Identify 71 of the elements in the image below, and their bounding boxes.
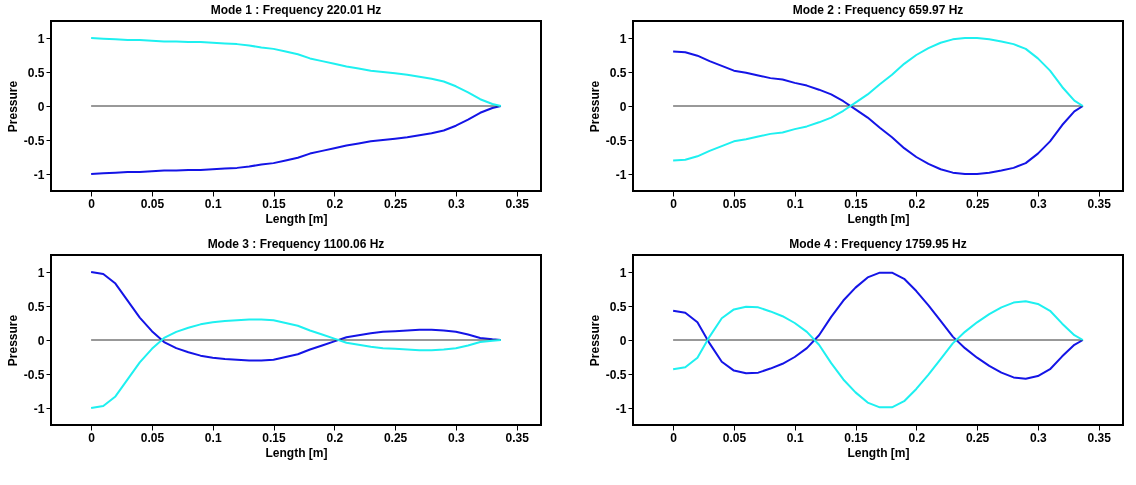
y-axis-title: Pressure — [587, 80, 602, 133]
x-tick-label: 0.2 — [908, 196, 926, 211]
x-tick-label: 0.25 — [383, 430, 408, 445]
y-tick-label: 0.5 — [27, 65, 45, 80]
y-tick-label: 0.5 — [27, 299, 45, 314]
x-tick-label: 0.35 — [505, 196, 530, 211]
x-tick-label: 0.25 — [965, 196, 990, 211]
x-tick-label: 0.3 — [448, 430, 466, 445]
y-tick-label: 0 — [619, 99, 627, 114]
x-tick-label: 0.15 — [844, 196, 869, 211]
x-tick-label: 0.05 — [140, 430, 165, 445]
y-tick-label: 0 — [37, 333, 45, 348]
y-tick-label: 1 — [37, 265, 45, 280]
chart-title: Mode 3 : Frequency 1100.06 Hz — [207, 237, 385, 251]
line-series — [90, 105, 502, 175]
x-axis-title: Length [m] — [847, 445, 910, 460]
chart-title: Mode 4 : Frequency 1759.95 Hz — [789, 237, 967, 251]
x-tick-label: 0 — [88, 430, 96, 445]
line-series — [90, 318, 502, 409]
x-tick-label: 0.15 — [262, 430, 287, 445]
y-tick-label: 1 — [619, 265, 627, 280]
y-tick-label: -1 — [33, 167, 45, 182]
x-tick-label: 0.35 — [1087, 196, 1112, 211]
y-tick-label: -0.5 — [605, 133, 627, 148]
x-tick-label: 0.05 — [722, 196, 747, 211]
chart-title: Mode 2 : Frequency 659.97 Hz — [792, 3, 964, 17]
x-axis-title: Length [m] — [265, 445, 328, 460]
line-series — [672, 50, 1084, 175]
y-tick-label: -1 — [615, 167, 627, 182]
x-tick-label: 0.1 — [786, 196, 804, 211]
y-tick-label: 0.5 — [609, 299, 627, 314]
y-axis-title: Pressure — [587, 314, 602, 367]
y-axis-title: Pressure — [5, 80, 20, 133]
y-tick-label: 0 — [37, 99, 45, 114]
x-tick-label: 0.35 — [1087, 430, 1112, 445]
y-axis-title: Pressure — [5, 314, 20, 367]
x-tick-label: 0.3 — [1030, 430, 1048, 445]
x-tick-label: 0.05 — [722, 430, 747, 445]
line-series — [672, 300, 1084, 409]
y-tick-label: -0.5 — [605, 367, 627, 382]
y-tick-label: 1 — [37, 31, 45, 46]
x-axis-title: Length [m] — [847, 211, 910, 226]
x-tick-label: 0.15 — [262, 196, 287, 211]
x-axis-title: Length [m] — [265, 211, 328, 226]
x-tick-label: 0 — [670, 196, 678, 211]
x-tick-label: 0 — [670, 430, 678, 445]
y-tick-label: 1 — [619, 31, 627, 46]
x-tick-label: 0.1 — [204, 430, 222, 445]
x-tick-label: 0.15 — [844, 430, 869, 445]
line-series — [90, 37, 502, 107]
x-tick-label: 0.2 — [326, 196, 344, 211]
line-series — [672, 37, 1084, 162]
x-tick-label: 0.3 — [1030, 196, 1048, 211]
x-tick-label: 0.2 — [326, 430, 344, 445]
x-tick-label: 0.3 — [448, 196, 466, 211]
y-tick-label: 0 — [619, 333, 627, 348]
x-tick-label: 0.25 — [965, 430, 990, 445]
y-tick-label: -1 — [615, 401, 627, 416]
y-tick-label: -0.5 — [23, 133, 45, 148]
x-tick-label: 0.1 — [786, 430, 804, 445]
y-tick-label: -1 — [33, 401, 45, 416]
chart-title: Mode 1 : Frequency 220.01 Hz — [210, 3, 382, 17]
x-tick-label: 0 — [88, 196, 96, 211]
x-tick-label: 0.1 — [204, 196, 222, 211]
line-series — [672, 271, 1084, 380]
y-tick-label: 0.5 — [609, 65, 627, 80]
x-tick-label: 0.25 — [383, 196, 408, 211]
x-tick-label: 0.05 — [140, 196, 165, 211]
x-tick-label: 0.35 — [505, 430, 530, 445]
y-tick-label: -0.5 — [23, 367, 45, 382]
x-tick-label: 0.2 — [908, 430, 926, 445]
